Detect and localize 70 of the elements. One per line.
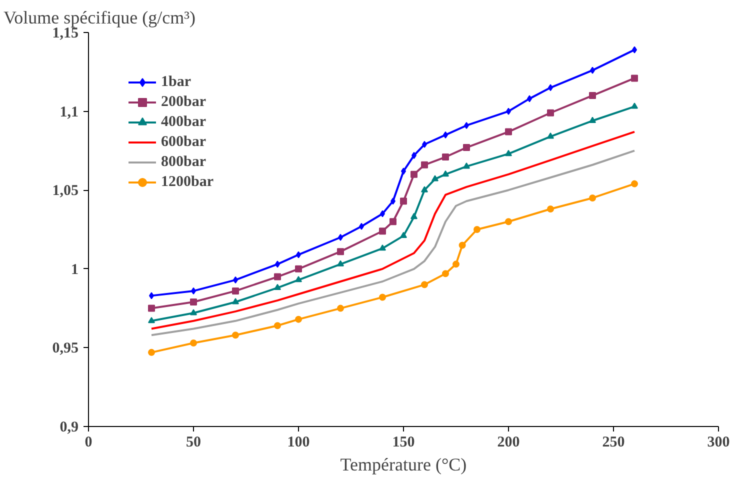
point [505,128,512,136]
x-axis-title: Température (°C) [340,454,467,474]
x-tick-label: 100 [287,434,310,450]
point [547,109,554,116]
point [410,212,418,220]
y-tick-label: 1 [71,262,78,278]
point [295,276,302,282]
point [337,260,344,266]
point [589,116,596,123]
legend-label: 1200bar [161,172,214,192]
point [379,244,386,251]
point [631,180,638,188]
point [631,102,638,109]
point [400,198,407,205]
point [232,287,239,294]
point [442,270,449,278]
point [631,74,638,82]
point [337,304,344,312]
point [474,226,480,233]
point [148,348,155,356]
y-tick-label: 0,9 [60,420,78,436]
point [379,228,386,235]
point [547,132,554,139]
point [432,175,438,182]
point [190,309,197,316]
x-tick-label: 200 [497,434,520,450]
point [232,332,239,339]
point [274,284,281,290]
y-tick-label: 1,05 [52,183,78,200]
point [452,260,460,268]
point [442,154,449,161]
point [505,150,512,156]
point [295,316,302,323]
point [547,206,554,213]
x-tick-label: 250 [602,434,625,450]
legend-label: 600bar [161,132,206,152]
y-axis-title: Volume spécifique (g/cm³) [4,8,196,28]
point [190,339,197,346]
point [442,170,449,177]
x-tick-label: 50 [186,434,201,450]
legend-label: 800bar [161,152,206,172]
point [274,273,281,280]
point [148,316,155,324]
point [421,186,428,192]
legend-label: 400bar [161,112,206,132]
point [295,265,302,272]
legend-label: 1bar [161,72,191,92]
legend-label: 200bar [161,92,206,112]
point [337,248,344,256]
x-tick-label: 0 [84,434,92,450]
point [190,298,197,306]
point [421,281,428,288]
x-tick-label: 300 [707,434,730,450]
y-tick-label: 1,1 [60,104,78,120]
point [458,242,466,249]
point [589,92,596,100]
point [148,304,155,312]
point [232,298,239,304]
point [463,144,470,152]
point [274,322,281,330]
point [589,194,596,202]
point [421,161,428,168]
y-tick-label: 0,95 [52,340,78,357]
point [410,170,418,178]
point [463,162,470,169]
point [390,218,396,226]
x-tick-label: 150 [392,434,415,450]
point [379,294,386,301]
point [400,232,407,238]
point [505,218,512,226]
